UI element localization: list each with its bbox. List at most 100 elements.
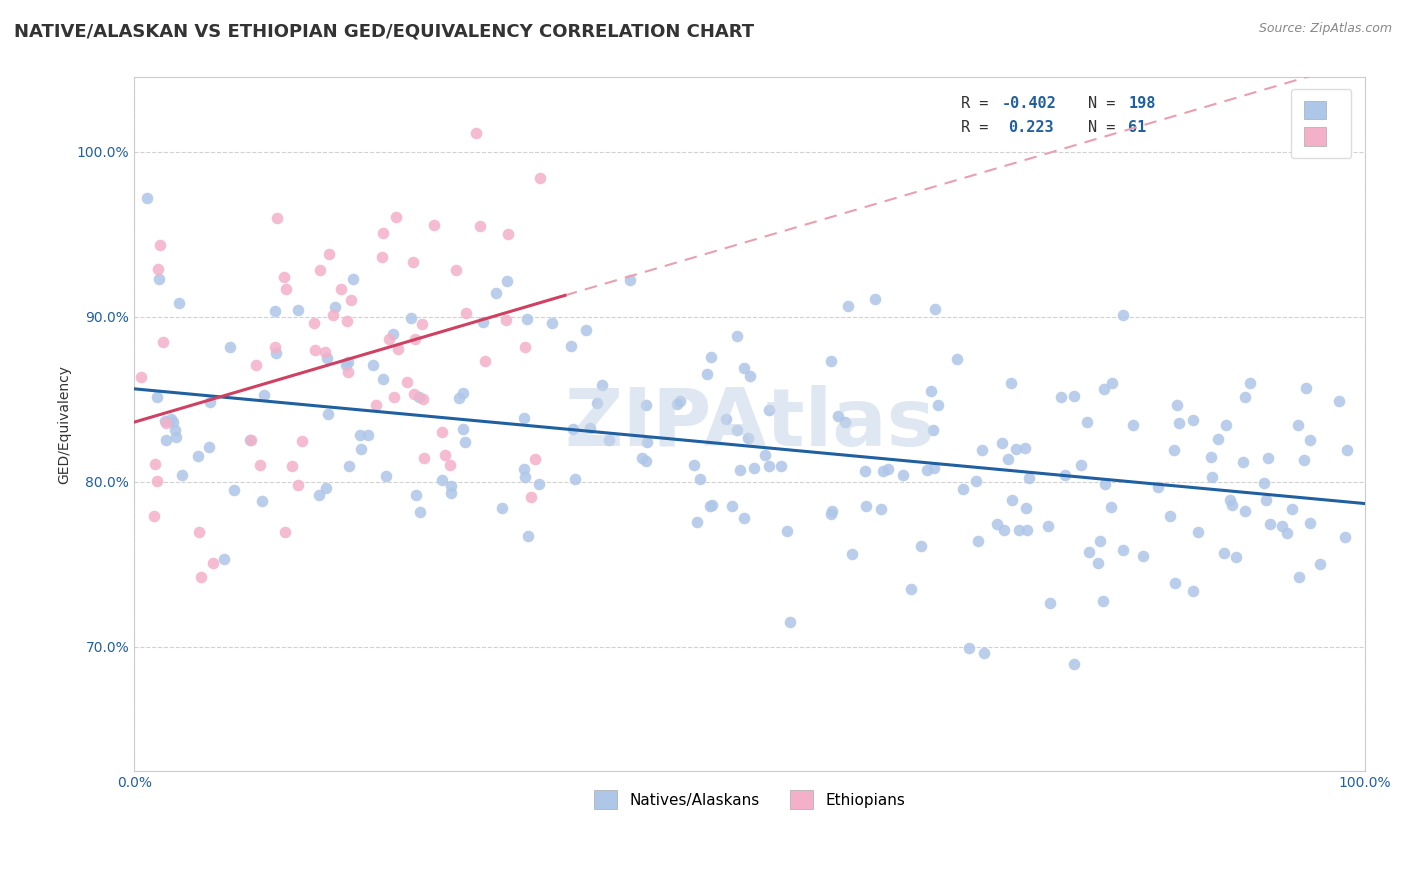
Point bbox=[350, 442, 373, 457]
Point bbox=[440, 479, 463, 493]
Point bbox=[273, 270, 295, 285]
Point bbox=[316, 407, 339, 421]
Text: Source: ZipAtlas.com: Source: ZipAtlas.com bbox=[1258, 22, 1392, 36]
Point bbox=[337, 459, 360, 474]
Point bbox=[165, 430, 187, 444]
Point bbox=[513, 461, 536, 475]
Point bbox=[495, 312, 517, 326]
Point bbox=[738, 369, 761, 384]
Point bbox=[1275, 525, 1298, 540]
Point bbox=[1334, 530, 1357, 544]
Point bbox=[1286, 417, 1309, 432]
Point bbox=[1091, 593, 1114, 607]
Point bbox=[382, 390, 405, 404]
Point bbox=[1329, 394, 1351, 409]
Point bbox=[517, 529, 540, 543]
Point bbox=[302, 316, 325, 330]
Point bbox=[669, 394, 692, 409]
Point bbox=[430, 425, 453, 440]
Point bbox=[754, 448, 776, 462]
Point bbox=[198, 395, 221, 409]
Point bbox=[733, 360, 755, 375]
Point bbox=[696, 367, 718, 381]
Point bbox=[598, 433, 620, 447]
Point bbox=[986, 516, 1008, 531]
Point bbox=[239, 433, 262, 447]
Point bbox=[245, 358, 267, 372]
Point bbox=[922, 423, 945, 437]
Point bbox=[779, 615, 801, 629]
Point bbox=[721, 499, 744, 513]
Point bbox=[993, 523, 1015, 537]
Point bbox=[683, 458, 706, 472]
Point bbox=[153, 414, 176, 428]
Text: -0.402: -0.402 bbox=[1001, 96, 1056, 112]
Point bbox=[1182, 584, 1205, 599]
Text: 198: 198 bbox=[1129, 96, 1156, 112]
Point bbox=[575, 323, 598, 337]
Point bbox=[1232, 455, 1254, 469]
Point bbox=[1070, 458, 1092, 473]
Point bbox=[1239, 376, 1261, 391]
Point bbox=[1078, 544, 1101, 558]
Point bbox=[264, 346, 287, 360]
Point bbox=[498, 227, 520, 241]
Point bbox=[439, 458, 461, 472]
Point bbox=[1233, 504, 1256, 518]
Point bbox=[219, 340, 242, 354]
Point bbox=[470, 219, 492, 234]
Point bbox=[371, 226, 394, 240]
Point bbox=[337, 354, 360, 368]
Point bbox=[742, 461, 765, 475]
Point bbox=[1218, 492, 1240, 507]
Point bbox=[1036, 518, 1059, 533]
Point bbox=[266, 211, 288, 225]
Point bbox=[863, 293, 886, 307]
Point bbox=[1164, 576, 1187, 591]
Point bbox=[399, 310, 422, 325]
Point bbox=[1014, 441, 1036, 455]
Point bbox=[145, 390, 167, 404]
Point bbox=[725, 423, 748, 437]
Point bbox=[776, 524, 799, 538]
Text: 61: 61 bbox=[1129, 120, 1147, 135]
Point bbox=[201, 557, 224, 571]
Point bbox=[472, 315, 495, 329]
Point bbox=[1159, 509, 1181, 524]
Point bbox=[323, 300, 346, 314]
Point bbox=[1201, 469, 1223, 483]
Point bbox=[155, 416, 177, 430]
Point bbox=[634, 454, 657, 468]
Point bbox=[465, 127, 488, 141]
Point bbox=[515, 340, 537, 354]
Point bbox=[1112, 543, 1135, 558]
Point bbox=[578, 421, 600, 435]
Point bbox=[1254, 493, 1277, 508]
Point bbox=[165, 423, 187, 437]
Point bbox=[564, 472, 586, 486]
Point bbox=[957, 640, 980, 655]
Point bbox=[973, 646, 995, 660]
Text: R =: R = bbox=[962, 96, 998, 112]
Legend: Natives/Alaskans, Ethiopians: Natives/Alaskans, Ethiopians bbox=[588, 784, 911, 815]
Point bbox=[405, 488, 427, 502]
Point bbox=[1298, 516, 1320, 531]
Point bbox=[315, 481, 337, 495]
Point bbox=[411, 317, 433, 331]
Point bbox=[970, 442, 993, 457]
Point bbox=[491, 500, 513, 515]
Point bbox=[1099, 500, 1122, 515]
Point bbox=[375, 469, 398, 483]
Point bbox=[371, 372, 394, 386]
Point bbox=[395, 375, 418, 389]
Point bbox=[422, 218, 444, 232]
Point bbox=[1094, 477, 1116, 491]
Point bbox=[891, 468, 914, 483]
Point bbox=[454, 435, 477, 450]
Point bbox=[342, 272, 364, 286]
Point bbox=[434, 448, 457, 462]
Point bbox=[264, 303, 287, 318]
Point bbox=[1039, 596, 1062, 610]
Point bbox=[314, 344, 336, 359]
Point bbox=[540, 317, 562, 331]
